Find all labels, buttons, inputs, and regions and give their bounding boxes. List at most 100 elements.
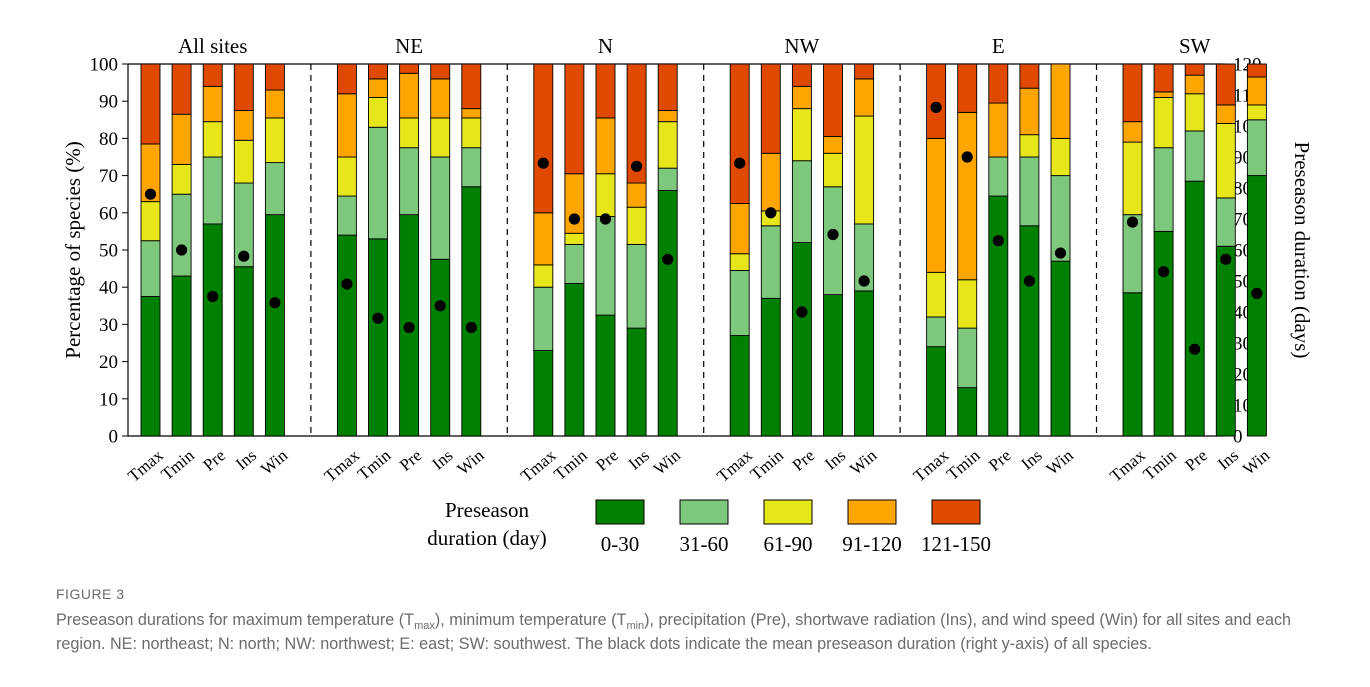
mean-duration-dot	[734, 157, 746, 169]
bar-segment	[760, 152, 781, 212]
bar-segment	[1153, 91, 1174, 98]
bar-segment	[1019, 134, 1040, 158]
mean-duration-dot	[568, 213, 581, 225]
caption-text-run: Preseason durations for maximum temperat…	[56, 611, 415, 629]
mean-duration-dot	[930, 101, 942, 113]
x-tick-label: Ins	[625, 446, 653, 474]
bar-segment	[988, 63, 1009, 104]
mean-duration-dot	[662, 253, 674, 265]
bar-segment	[854, 63, 875, 80]
x-tick-label: Ins	[428, 446, 456, 474]
bar-segment	[1050, 63, 1071, 139]
bar-segment	[399, 147, 420, 216]
bar-segment	[657, 190, 678, 437]
bar-segment	[657, 121, 678, 169]
bar-segment	[1246, 175, 1267, 437]
y-left-tick-label: 40	[99, 278, 118, 299]
bar-segment	[430, 117, 451, 158]
bar-segment	[461, 108, 482, 119]
bar-segment	[461, 186, 482, 437]
mean-duration-dot	[465, 321, 477, 334]
bar-segment	[1184, 74, 1205, 95]
mean-duration-dot	[341, 278, 353, 290]
bar-segment	[957, 111, 978, 281]
bar-segment	[926, 346, 947, 437]
bar-segment	[626, 182, 647, 208]
bar-segment	[1215, 123, 1236, 199]
legend-swatch	[595, 499, 645, 525]
bar-segment	[399, 117, 420, 149]
bar-segment	[233, 266, 254, 437]
figure-label: FIGURE 3	[56, 586, 125, 602]
bar-segment	[336, 156, 357, 197]
bar-segment	[140, 201, 161, 242]
mean-duration-dot	[144, 188, 157, 200]
mean-duration-dot	[403, 321, 415, 334]
y-left-tick-label: 80	[99, 129, 118, 150]
bar-segment	[533, 286, 554, 351]
figure-caption: FIGURE 3 Preseason durations for maximum…	[56, 586, 1336, 656]
bar-segment	[233, 110, 254, 141]
bar-segment	[626, 63, 647, 184]
mean-duration-dot	[1054, 247, 1067, 259]
bar-segment	[368, 63, 388, 80]
bar-segment	[533, 264, 554, 288]
bar-segment	[823, 136, 843, 154]
bar-segment	[854, 290, 875, 437]
mean-duration-dot	[1220, 253, 1232, 265]
bar-segment	[140, 240, 161, 297]
mean-duration-dot	[1126, 216, 1139, 228]
bar-segment	[760, 297, 781, 437]
bar-segment	[399, 72, 420, 119]
mean-duration-dot	[992, 235, 1004, 247]
x-tick-label: Tmin	[747, 445, 788, 484]
bar-segment	[957, 327, 978, 389]
bar-segment	[626, 327, 647, 437]
bar-segment	[595, 63, 616, 119]
bar-segment	[595, 117, 616, 175]
group-title: NE	[395, 34, 423, 58]
bar-segment	[264, 63, 285, 91]
bar-segment	[1246, 63, 1267, 78]
mean-duration-dot	[1189, 343, 1201, 355]
y-left-tick-label: 50	[99, 241, 118, 262]
bar-segment	[957, 63, 978, 113]
bar-segment	[430, 156, 451, 260]
legend-swatch	[763, 499, 813, 525]
x-tick-label: Pre	[396, 446, 426, 475]
bar-segment	[461, 147, 482, 188]
bar-segment	[1215, 104, 1236, 124]
bar-segment	[533, 349, 554, 437]
x-tick-label: Ins	[821, 446, 849, 474]
mean-duration-dot	[176, 244, 188, 256]
bar-segment	[626, 243, 647, 329]
mean-duration-dot	[537, 157, 549, 169]
bar-segment	[791, 85, 812, 110]
group-title: SW	[1179, 34, 1211, 58]
mean-duration-dot	[1251, 287, 1263, 299]
bar-segment	[564, 63, 585, 175]
bar-segment	[399, 63, 420, 74]
group-title: E	[992, 34, 1005, 58]
bar-segment	[1184, 63, 1205, 76]
group-title: NW	[784, 34, 819, 58]
bar-segment	[533, 212, 554, 266]
bar-segment	[202, 156, 223, 225]
bar-segment	[564, 232, 585, 245]
legend-title-line1: Preseason	[445, 498, 529, 522]
bar-segment	[368, 126, 388, 240]
legend-label: 0-30	[601, 532, 640, 556]
mean-duration-dot	[765, 207, 777, 219]
bar-segment	[368, 97, 388, 128]
bar-segment	[1122, 292, 1143, 437]
bar-segment	[564, 283, 585, 437]
bar-segment	[1215, 63, 1236, 106]
bar-segment	[1215, 245, 1236, 437]
x-tick-label: Ins	[1018, 446, 1046, 474]
y-left-tick-label: 100	[90, 55, 119, 76]
bar-segment	[264, 162, 285, 216]
bar-segment	[336, 195, 357, 236]
mean-duration-dot	[827, 228, 839, 241]
bar-segment	[657, 167, 678, 191]
bar-segment	[202, 223, 223, 437]
